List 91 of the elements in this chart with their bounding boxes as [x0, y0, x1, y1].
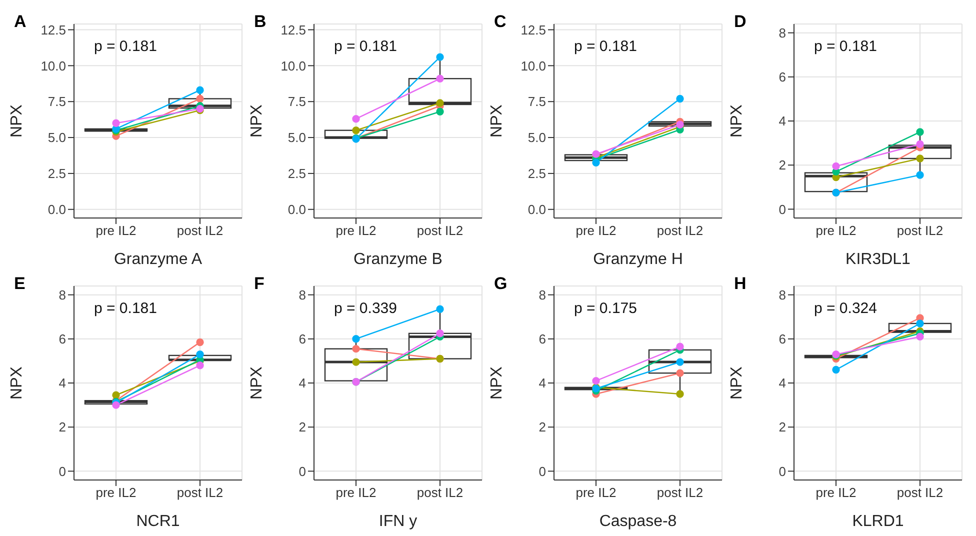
y-tick-label: 8 — [778, 287, 786, 302]
y-tick-label: 8 — [58, 287, 66, 302]
x-tick-label: pre IL2 — [336, 485, 376, 500]
y-tick-label: 12.5 — [520, 22, 546, 38]
x-axis-title: KLRD1 — [852, 513, 904, 530]
y-tick-label: 6 — [538, 332, 546, 347]
x-tick-label: pre IL2 — [96, 223, 136, 238]
y-tick-label: 2 — [58, 420, 66, 435]
y-tick-label: 2 — [778, 158, 786, 173]
x-tick-label: post IL2 — [176, 485, 224, 500]
y-tick-label: 0 — [778, 202, 786, 217]
chart-title: C — [494, 12, 506, 32]
x-tick-label: post IL2 — [416, 223, 464, 238]
y-tick-label: 2 — [778, 420, 786, 435]
y-tick-label: 7.5 — [528, 94, 546, 110]
y-axis-title: NPX — [488, 104, 506, 138]
x-tick-label: pre IL2 — [576, 485, 616, 500]
annotation: p = 0.181 — [574, 38, 637, 55]
x-axis-title: IFN y — [378, 513, 418, 530]
y-tick-label: 10.0 — [520, 58, 546, 74]
x-axis-title: Granzyme A — [114, 251, 202, 268]
y-tick-label: 5.0 — [288, 130, 306, 146]
y-tick-label: 0.0 — [528, 202, 546, 217]
annotation: p = 0.175 — [574, 300, 637, 317]
y-axis-title: NPX — [248, 366, 266, 400]
y-tick-label: 10.0 — [40, 58, 66, 74]
y-tick-label: 10.0 — [280, 58, 306, 74]
y-axis-title: NPX — [8, 366, 26, 400]
x-tick-label: pre IL2 — [96, 485, 136, 500]
annotation: p = 0.181 — [94, 38, 157, 55]
y-tick-label: 0.0 — [288, 202, 306, 217]
y-tick-label: 2.5 — [528, 166, 546, 182]
y-axis-title: NPX — [8, 104, 26, 138]
y-tick-label: 2.5 — [288, 166, 306, 182]
y-axis-title: NPX — [728, 366, 746, 400]
annotation: p = 0.181 — [814, 38, 877, 55]
y-tick-label: 4 — [538, 376, 546, 391]
y-axis-title: NPX — [248, 104, 266, 138]
y-tick-label: 7.5 — [288, 94, 306, 110]
y-tick-label: 4 — [58, 376, 66, 391]
x-tick-label: post IL2 — [896, 223, 944, 238]
x-tick-label: pre IL2 — [816, 223, 856, 238]
x-tick-label: post IL2 — [656, 485, 704, 500]
chart-title: B — [254, 12, 266, 32]
y-tick-label: 2 — [538, 420, 546, 435]
y-tick-label: 12.5 — [280, 22, 306, 38]
x-axis-title: Caspase-8 — [599, 513, 677, 530]
y-tick-label: 0 — [298, 464, 306, 479]
y-tick-label: 0 — [538, 464, 546, 479]
y-tick-label: 4 — [778, 114, 786, 129]
y-tick-label: 12.5 — [40, 22, 66, 38]
y-tick-label: 4 — [298, 376, 306, 391]
chart-title: F — [254, 274, 264, 294]
x-axis-title: KIR3DL1 — [846, 251, 911, 268]
x-tick-label: pre IL2 — [336, 223, 376, 238]
chart-title: E — [14, 274, 26, 294]
x-axis-title: Granzyme B — [354, 251, 442, 268]
y-tick-label: 5.0 — [48, 130, 66, 146]
y-tick-label: 8 — [298, 287, 306, 302]
y-tick-label: 8 — [778, 25, 786, 40]
y-tick-label: 6 — [58, 332, 66, 347]
y-tick-label: 6 — [778, 70, 786, 85]
annotation: p = 0.324 — [814, 300, 877, 317]
x-tick-label: post IL2 — [896, 485, 944, 500]
chart-title: G — [494, 274, 508, 294]
annotation: p = 0.339 — [334, 300, 397, 317]
y-tick-label: 4 — [778, 376, 786, 391]
x-axis-title: NCR1 — [136, 513, 180, 530]
x-tick-label: post IL2 — [656, 223, 704, 238]
y-tick-label: 0.0 — [48, 202, 66, 217]
y-tick-label: 5.0 — [528, 130, 546, 146]
x-axis-title: Granzyme H — [593, 251, 683, 268]
x-tick-label: post IL2 — [176, 223, 224, 238]
chart-title: D — [734, 12, 746, 32]
x-tick-label: post IL2 — [416, 485, 464, 500]
x-tick-label: pre IL2 — [816, 485, 856, 500]
chart-title: A — [14, 12, 26, 32]
y-axis-title: NPX — [728, 104, 746, 138]
chart-title: H — [734, 274, 746, 294]
y-tick-label: 6 — [778, 332, 786, 347]
annotation: p = 0.181 — [94, 300, 157, 317]
y-tick-label: 6 — [298, 332, 306, 347]
y-tick-label: 0 — [58, 464, 66, 479]
annotation: p = 0.181 — [334, 38, 397, 55]
y-tick-label: 2 — [298, 420, 306, 435]
y-tick-label: 8 — [538, 287, 546, 302]
y-tick-label: 0 — [778, 464, 786, 479]
y-tick-label: 2.5 — [48, 166, 66, 182]
y-tick-label: 7.5 — [48, 94, 66, 110]
y-axis-title: NPX — [488, 366, 506, 400]
x-tick-label: pre IL2 — [576, 223, 616, 238]
